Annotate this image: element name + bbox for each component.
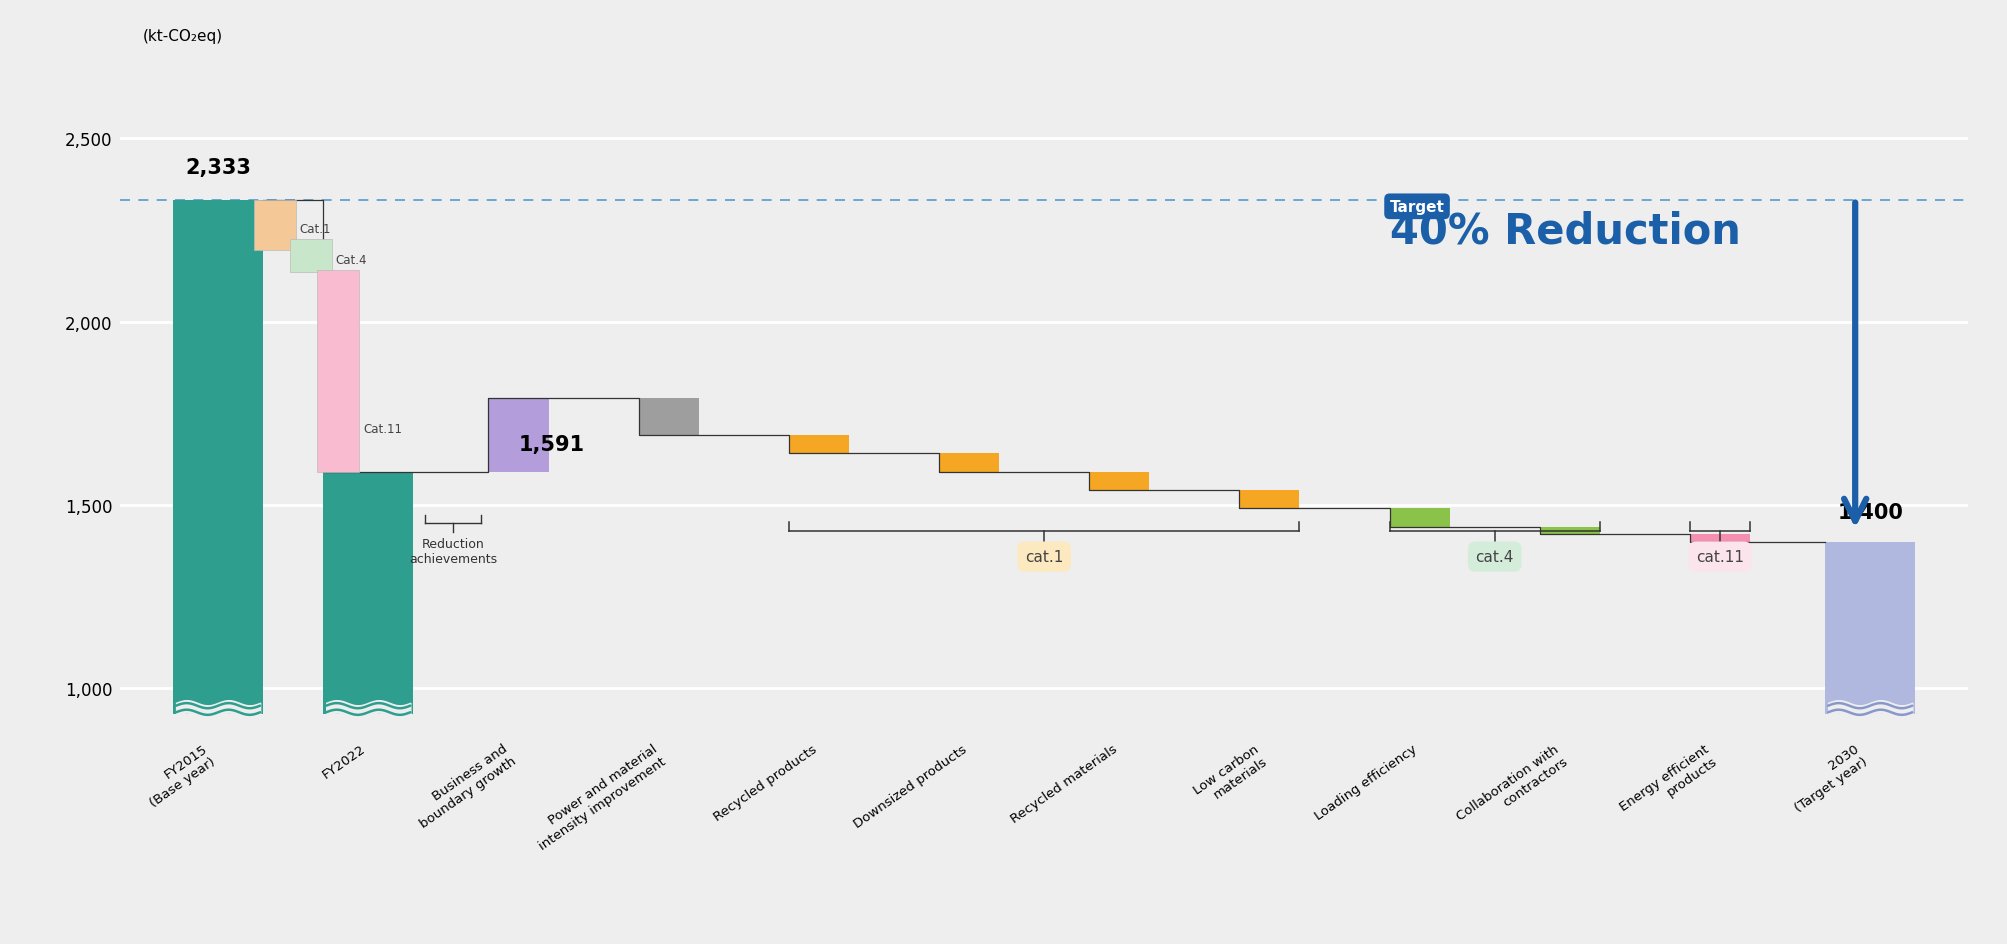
Text: Cat.4: Cat.4 [335,254,367,267]
Text: 1,591: 1,591 [518,434,584,454]
Text: (kt-CO₂eq): (kt-CO₂eq) [142,29,223,44]
Bar [255,200,297,251]
Text: cat.1: cat.1 [1024,549,1064,565]
Text: Cat.1: Cat.1 [299,223,331,236]
Bar [291,240,331,273]
Text: cat.11: cat.11 [1696,549,1744,565]
Text: 2,333: 2,333 [185,158,251,177]
Bar [171,715,265,736]
Bar [1824,542,1915,944]
Bar [939,454,999,472]
Bar [638,399,698,435]
Bar [323,472,413,944]
Bar [1822,715,1917,736]
Bar [1088,472,1148,491]
Bar [1690,534,1750,542]
Bar [789,435,849,454]
Bar [317,271,359,472]
Text: cat.4: cat.4 [1475,549,1513,565]
Text: Reduction
achievements: Reduction achievements [409,537,498,565]
Bar [321,715,415,736]
Bar [488,399,548,472]
Text: Cat.11: Cat.11 [363,422,403,435]
Bar [1238,491,1299,509]
Bar [1389,509,1449,527]
Bar [1539,527,1600,534]
Bar [173,200,263,944]
Text: 1,400: 1,400 [1836,502,1903,522]
Text: Target: Target [1389,199,1443,214]
Text: 40% Reduction: 40% Reduction [1389,210,1740,252]
